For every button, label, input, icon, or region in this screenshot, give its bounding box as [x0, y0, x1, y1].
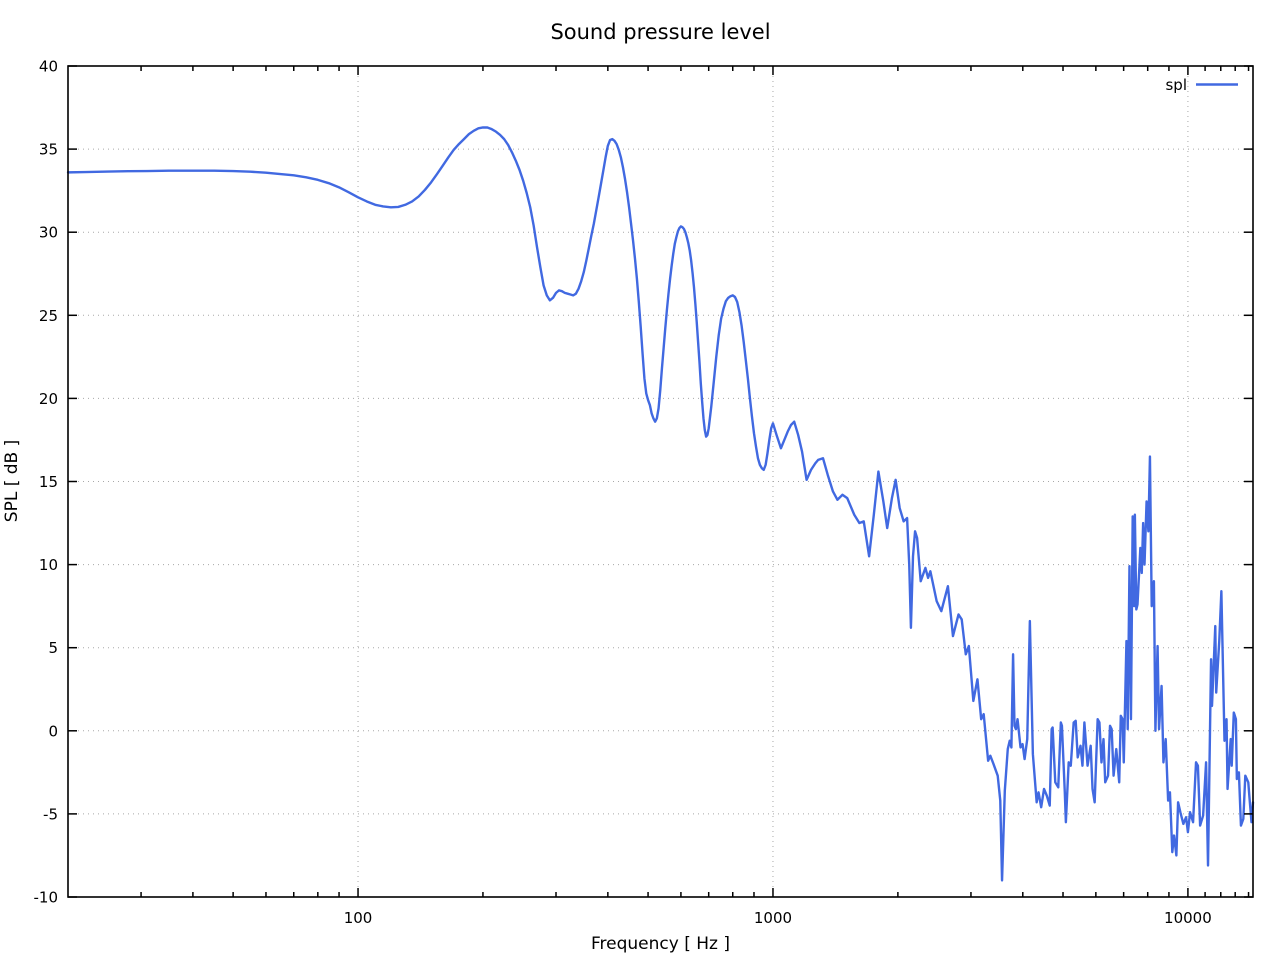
y-tick-label: 10: [39, 556, 58, 574]
grid: [68, 66, 1253, 897]
y-tick-label: 25: [39, 307, 58, 325]
legend-label-spl: spl: [1165, 76, 1187, 94]
y-tick-label: -10: [34, 889, 59, 907]
spl-curve: [66, 126, 1255, 882]
y-tick-label: 35: [39, 141, 58, 159]
tick-labels: -10 -5 0 5 10 15 20 25 30 35 40 100 1000 10000: [34, 58, 1212, 928]
y-axis-label: SPL [ dB ]: [2, 440, 22, 522]
legend: spl: [1165, 76, 1238, 94]
y-tick-label: 5: [48, 639, 58, 657]
x-tick-label: 100: [344, 909, 373, 927]
x-tick-label: 1000: [754, 909, 792, 927]
y-tick-label: -5: [43, 805, 58, 823]
y-tick-label: 20: [39, 390, 58, 408]
y-tick-label: 30: [39, 224, 58, 242]
x-tick-label: 10000: [1164, 909, 1212, 927]
axis-ticks: [68, 65, 1253, 898]
series: [66, 126, 1255, 882]
y-tick-label: 15: [39, 473, 58, 491]
chart-title: Sound pressure level: [550, 20, 770, 44]
y-tick-label: 40: [39, 58, 58, 76]
x-axis-label: Frequency [ Hz ]: [591, 934, 730, 954]
y-tick-label: 0: [48, 722, 58, 740]
plot-border: [67, 65, 1254, 898]
